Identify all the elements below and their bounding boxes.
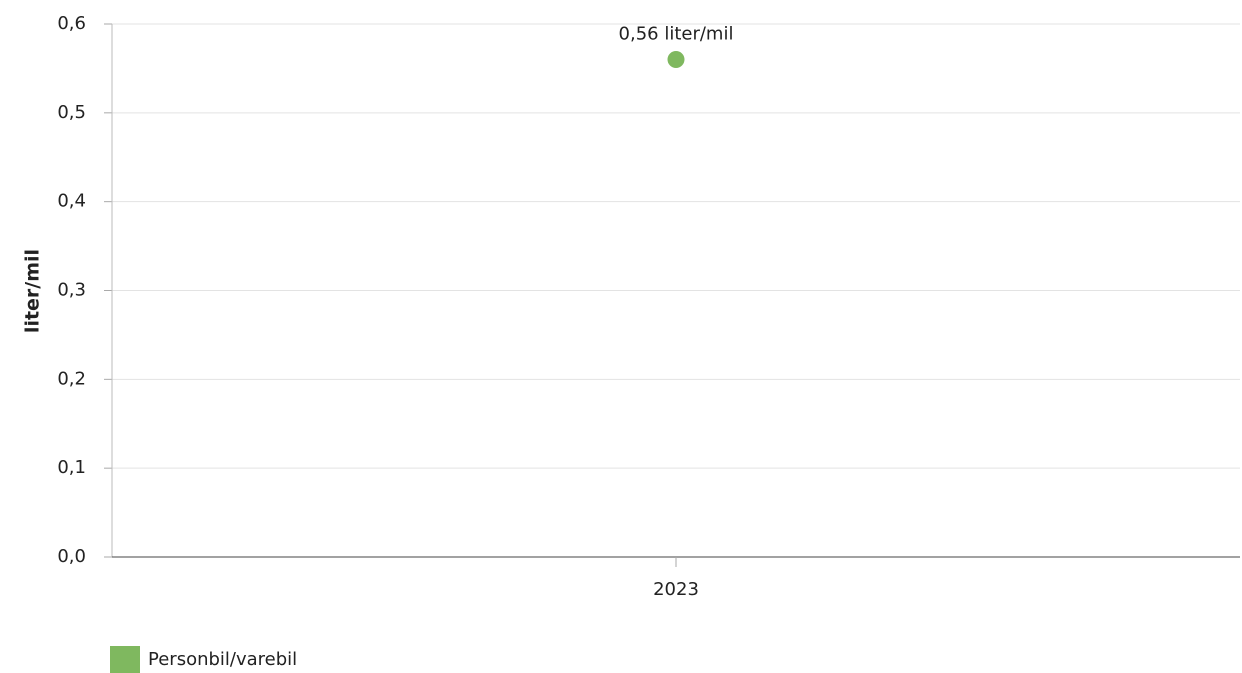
y-tick-label: 0,5 xyxy=(57,102,86,123)
axes: 0,0 0,1 0,2 0,3 0,4 0,5 0,6 2023 xyxy=(57,13,1240,600)
data-point[interactable] xyxy=(667,51,685,69)
legend-swatch xyxy=(110,646,140,673)
gridlines xyxy=(112,23,1240,469)
y-tick-label: 0,4 xyxy=(57,191,86,212)
data-label: 0,56 liter/mil xyxy=(619,24,734,45)
data-labels: 0,56 liter/mil xyxy=(619,24,734,45)
data-points xyxy=(667,51,685,69)
legend-label: Personbil/varebil xyxy=(148,649,297,670)
x-tick-label: 2023 xyxy=(653,579,699,600)
y-tick-label: 0,0 xyxy=(57,546,86,567)
y-tick-label: 0,6 xyxy=(57,13,86,34)
legend: Personbil/varebil xyxy=(110,646,297,673)
y-tick-label: 0,1 xyxy=(57,457,86,478)
y-tick-label: 0,3 xyxy=(57,280,86,301)
y-tick-label: 0,2 xyxy=(57,368,86,389)
y-axis-title: liter/mil xyxy=(22,249,44,333)
